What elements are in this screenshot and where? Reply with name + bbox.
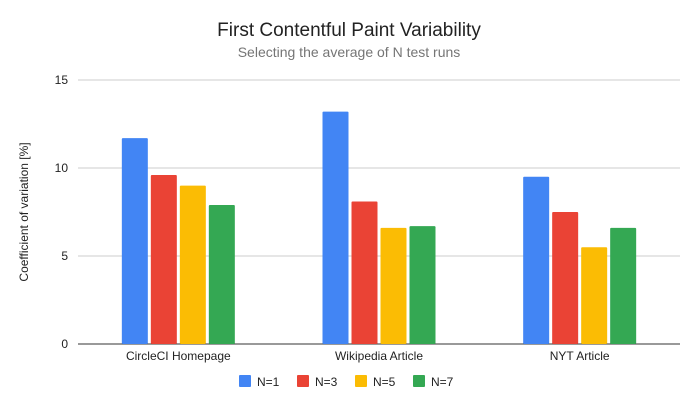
y-tick-label: 0 (61, 337, 68, 351)
bar-n3-1 (351, 201, 378, 344)
legend-swatch[interactable] (413, 375, 425, 387)
y-tick-label: 5 (61, 249, 68, 263)
bar-n1-1 (322, 111, 349, 345)
bar-n1-2 (523, 176, 550, 344)
x-axis-ticks: CircleCI Homepage Wikipedia Article NYT Ar… (126, 349, 610, 363)
x-tick-label: NYT Article (550, 349, 610, 363)
bar-n3-2 (552, 212, 579, 344)
x-tick-label: Wikipedia Article (335, 349, 423, 363)
chart-subtitle: Selecting the average of N test runs (238, 44, 461, 60)
legend-label[interactable]: N=1 (257, 375, 280, 389)
y-axis-ticks: 0 5 10 15 (55, 73, 69, 351)
bar-n7-0 (208, 204, 235, 344)
legend-label[interactable]: N=5 (373, 375, 396, 389)
x-tick-label: CircleCI Homepage (126, 349, 231, 363)
legend[interactable]: N=1 N=3 N=5 N=7 (239, 375, 454, 389)
y-axis-label: Coefficient of variation [%] (17, 142, 31, 281)
legend-label[interactable]: N=3 (315, 375, 338, 389)
bar-n5-0 (179, 185, 206, 344)
bar-n7-1 (409, 226, 436, 344)
legend-swatch[interactable] (239, 375, 251, 387)
gridlines (78, 79, 680, 345)
bar-n5-1 (380, 227, 407, 344)
y-tick-label: 15 (55, 73, 69, 87)
legend-swatch[interactable] (355, 375, 367, 387)
bar-n1-0 (121, 138, 148, 344)
bar-n7-2 (610, 227, 637, 344)
bar-n3-0 (150, 175, 177, 344)
legend-label[interactable]: N=7 (431, 375, 454, 389)
y-tick-label: 10 (55, 161, 69, 175)
bars (121, 111, 637, 345)
bar-n5-2 (581, 247, 608, 344)
chart-title: First Contentful Paint Variability (217, 20, 481, 41)
legend-swatch[interactable] (297, 375, 309, 387)
